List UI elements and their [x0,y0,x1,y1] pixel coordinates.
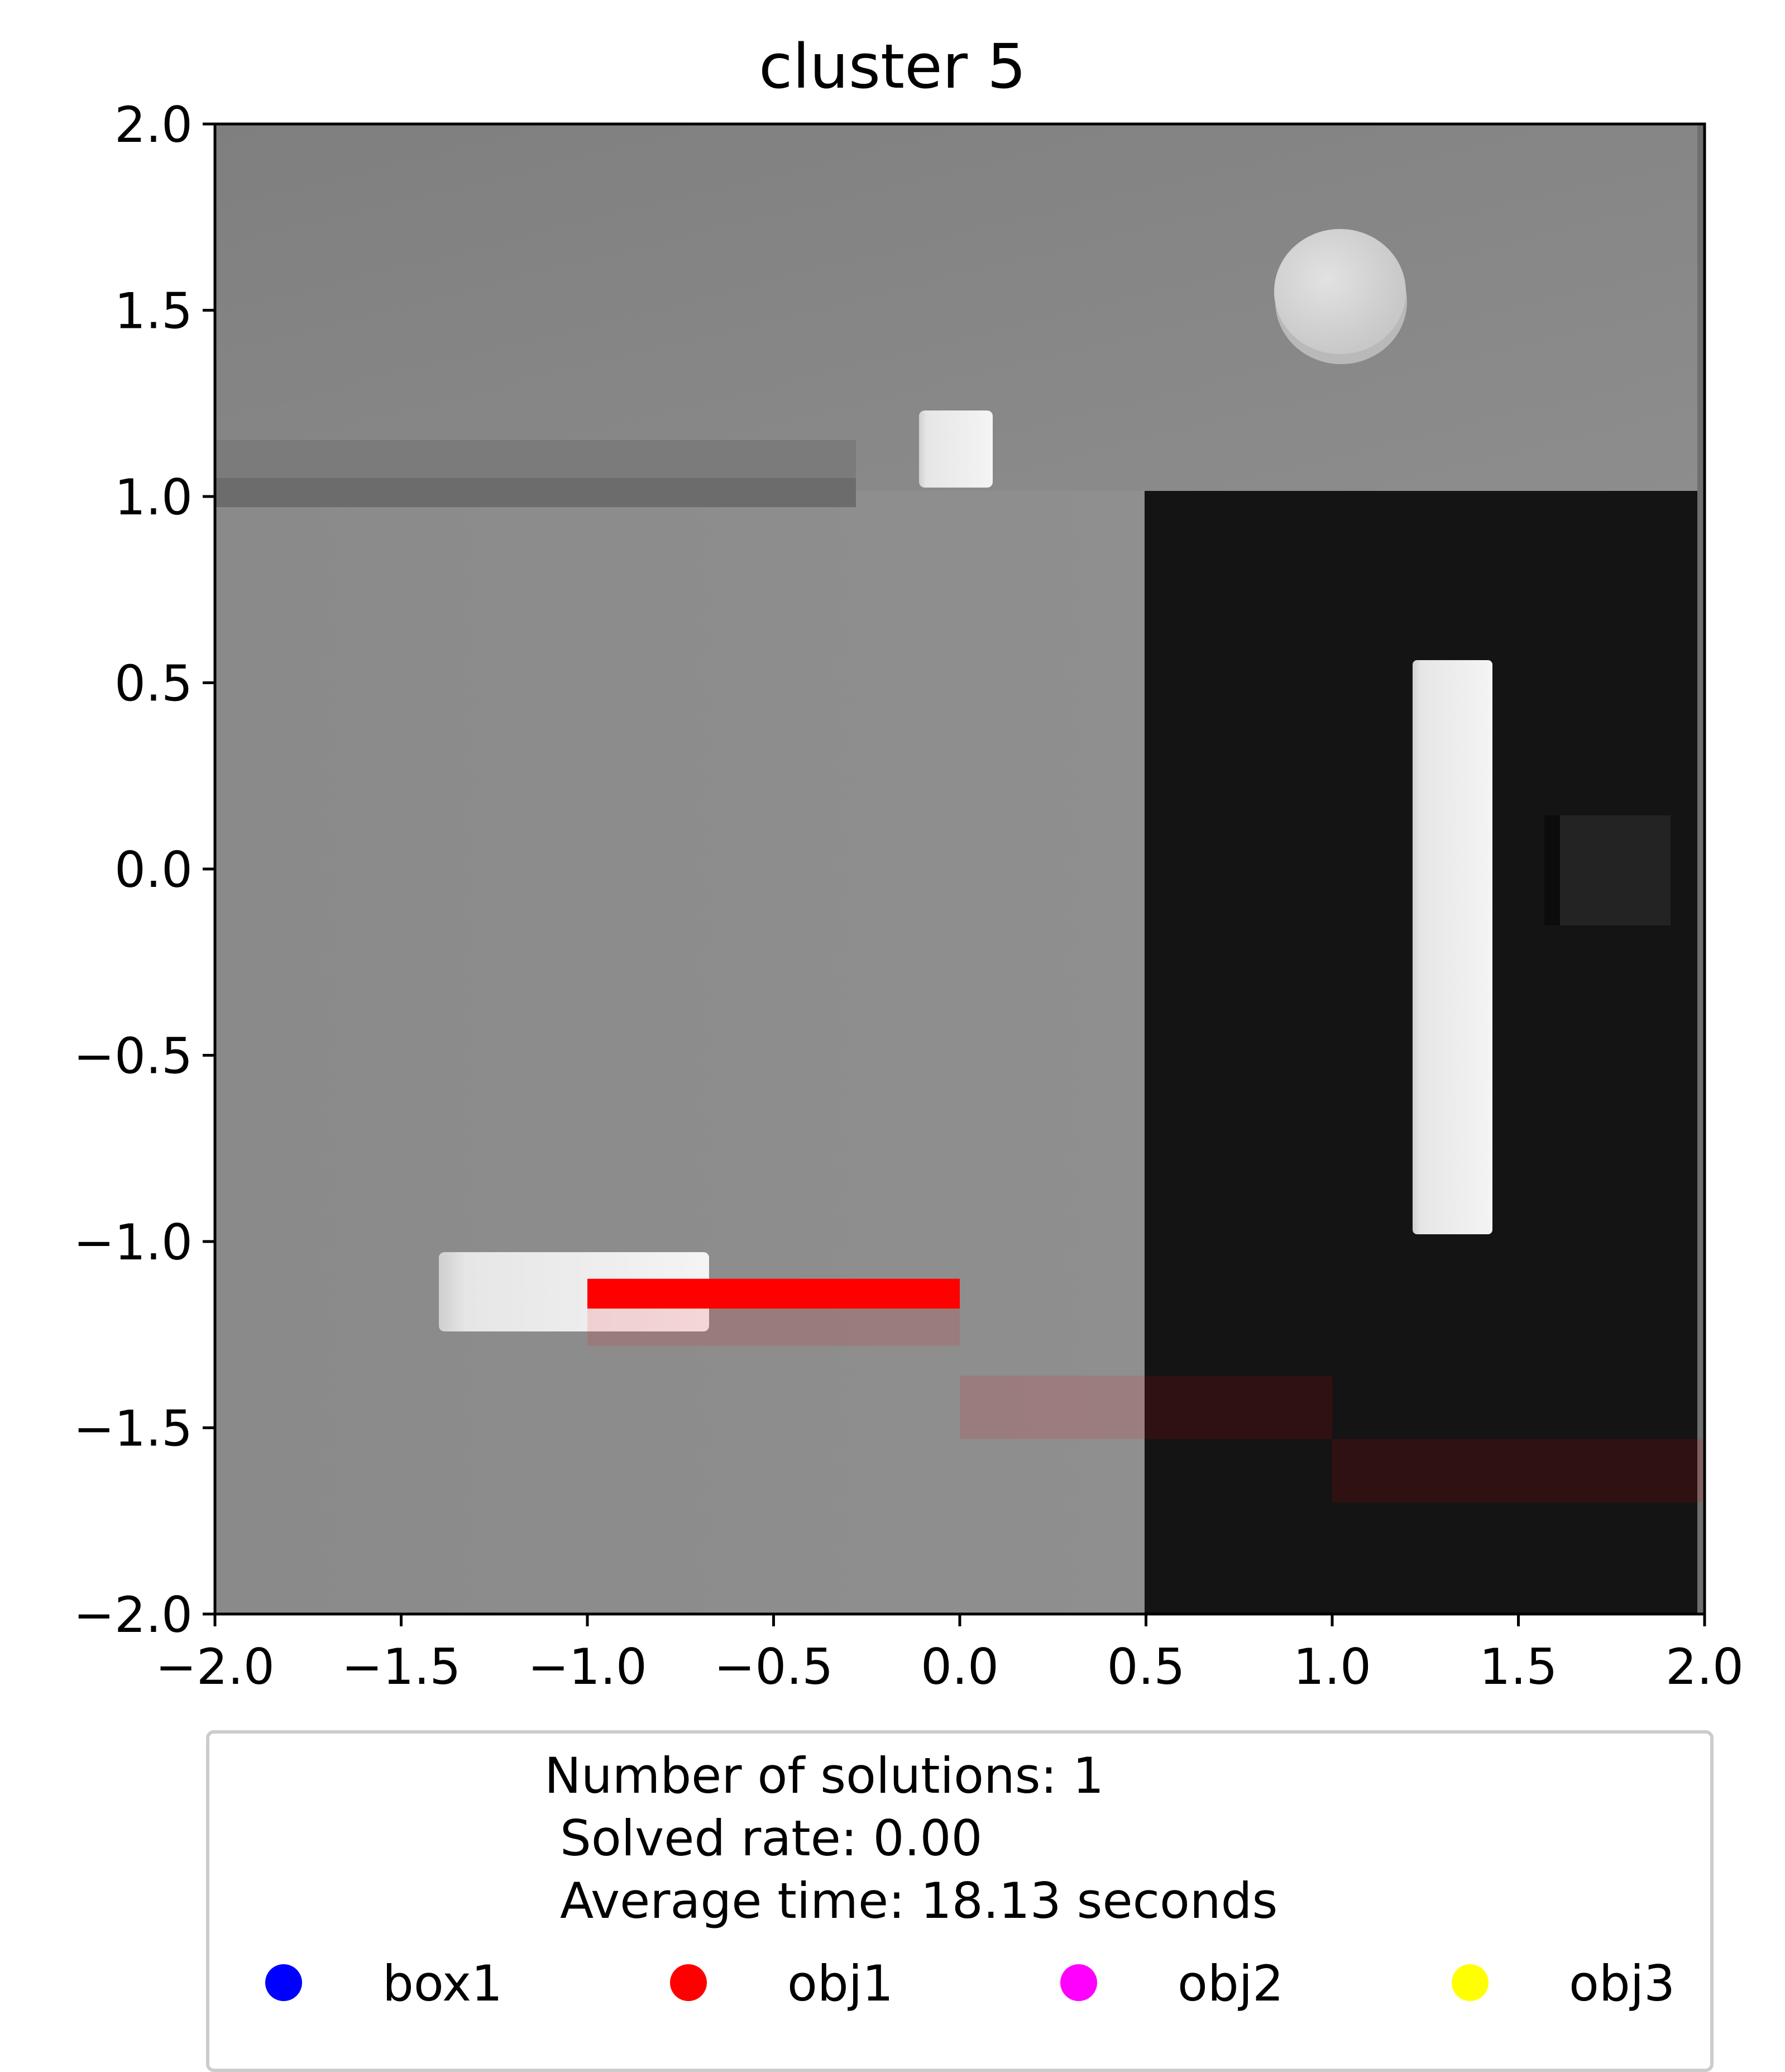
legend-marker-obj3 [1452,1964,1489,2001]
box-object [439,1252,709,1331]
tall-bar-object [1413,660,1492,1234]
x-tick-label: 0.5 [1107,1638,1185,1696]
x-tick-label: −0.5 [714,1638,834,1696]
right-wall [1697,124,1705,1614]
chart-title: cluster 5 [758,31,1027,102]
x-tick-label: 2.0 [1666,1638,1744,1696]
legend-entry-obj2: obj2 [1060,1955,1339,2012]
overlay-obj1-0 [587,1278,960,1309]
overlay-obj1-3 [1332,1439,1705,1502]
x-tick-label: 1.5 [1480,1638,1558,1696]
wall-bar-shadow [215,478,856,507]
legend-label-obj1: obj1 [787,1955,894,2012]
legend-marker-obj2 [1060,1964,1097,2001]
legend-line-average-time: Average time: 18.13 seconds [544,1872,1278,1930]
legend-entry-box1: box1 [265,1955,544,2012]
x-tick-label: −1.0 [528,1638,647,1696]
legend-label-obj3: obj3 [1569,1955,1676,2012]
y-tick-label: 0.5 [114,655,193,713]
legend-entry-obj3: obj3 [1452,1955,1731,2012]
y-tick-label: −0.5 [73,1028,193,1085]
wall-bar [215,440,856,478]
y-tick-label: −2.0 [73,1586,193,1644]
overlay-obj1-1 [587,1309,960,1346]
y-tick-label: 1.5 [114,283,193,340]
legend-label-box1: box1 [382,1955,503,2012]
y-axis: 2.0 1.5 1.0 0.5 0.0 −0.5 −1.0 −1.5 −2.0 [73,96,215,1644]
dark-cube-edge [1544,815,1560,925]
legend-line-solutions: Number of solutions: 1 [544,1747,1104,1804]
legend-marker-obj1 [670,1964,707,2001]
cube-object [919,410,993,488]
overlay-obj1-2 [960,1376,1332,1439]
y-tick-label: 0.0 [114,841,193,899]
dark-cube-object [1544,815,1671,925]
y-tick-label: 1.0 [114,469,193,526]
legend-line-solved-rate: Solved rate: 0.00 [544,1810,983,1867]
legend-marker-box1 [265,1964,302,2001]
legend-label-obj2: obj2 [1178,1955,1284,2012]
x-tick-label: −2.0 [155,1638,275,1696]
x-tick-label: 0.0 [921,1638,999,1696]
x-tick-label: −1.5 [342,1638,461,1696]
y-tick-label: −1.5 [73,1400,193,1458]
sphere-object [1274,229,1406,354]
scene-background [215,124,1705,1614]
y-tick-label: 2.0 [114,96,193,154]
x-axis: −2.0 −1.5 −1.0 −0.5 0.0 0.5 1.0 1.5 2.0 [155,1614,1744,1696]
overlay-marks [587,1278,1705,1502]
x-tick-label: 1.0 [1293,1638,1371,1696]
legend-entry-obj1: obj1 [670,1955,949,2012]
y-tick-label: −1.0 [73,1214,193,1271]
